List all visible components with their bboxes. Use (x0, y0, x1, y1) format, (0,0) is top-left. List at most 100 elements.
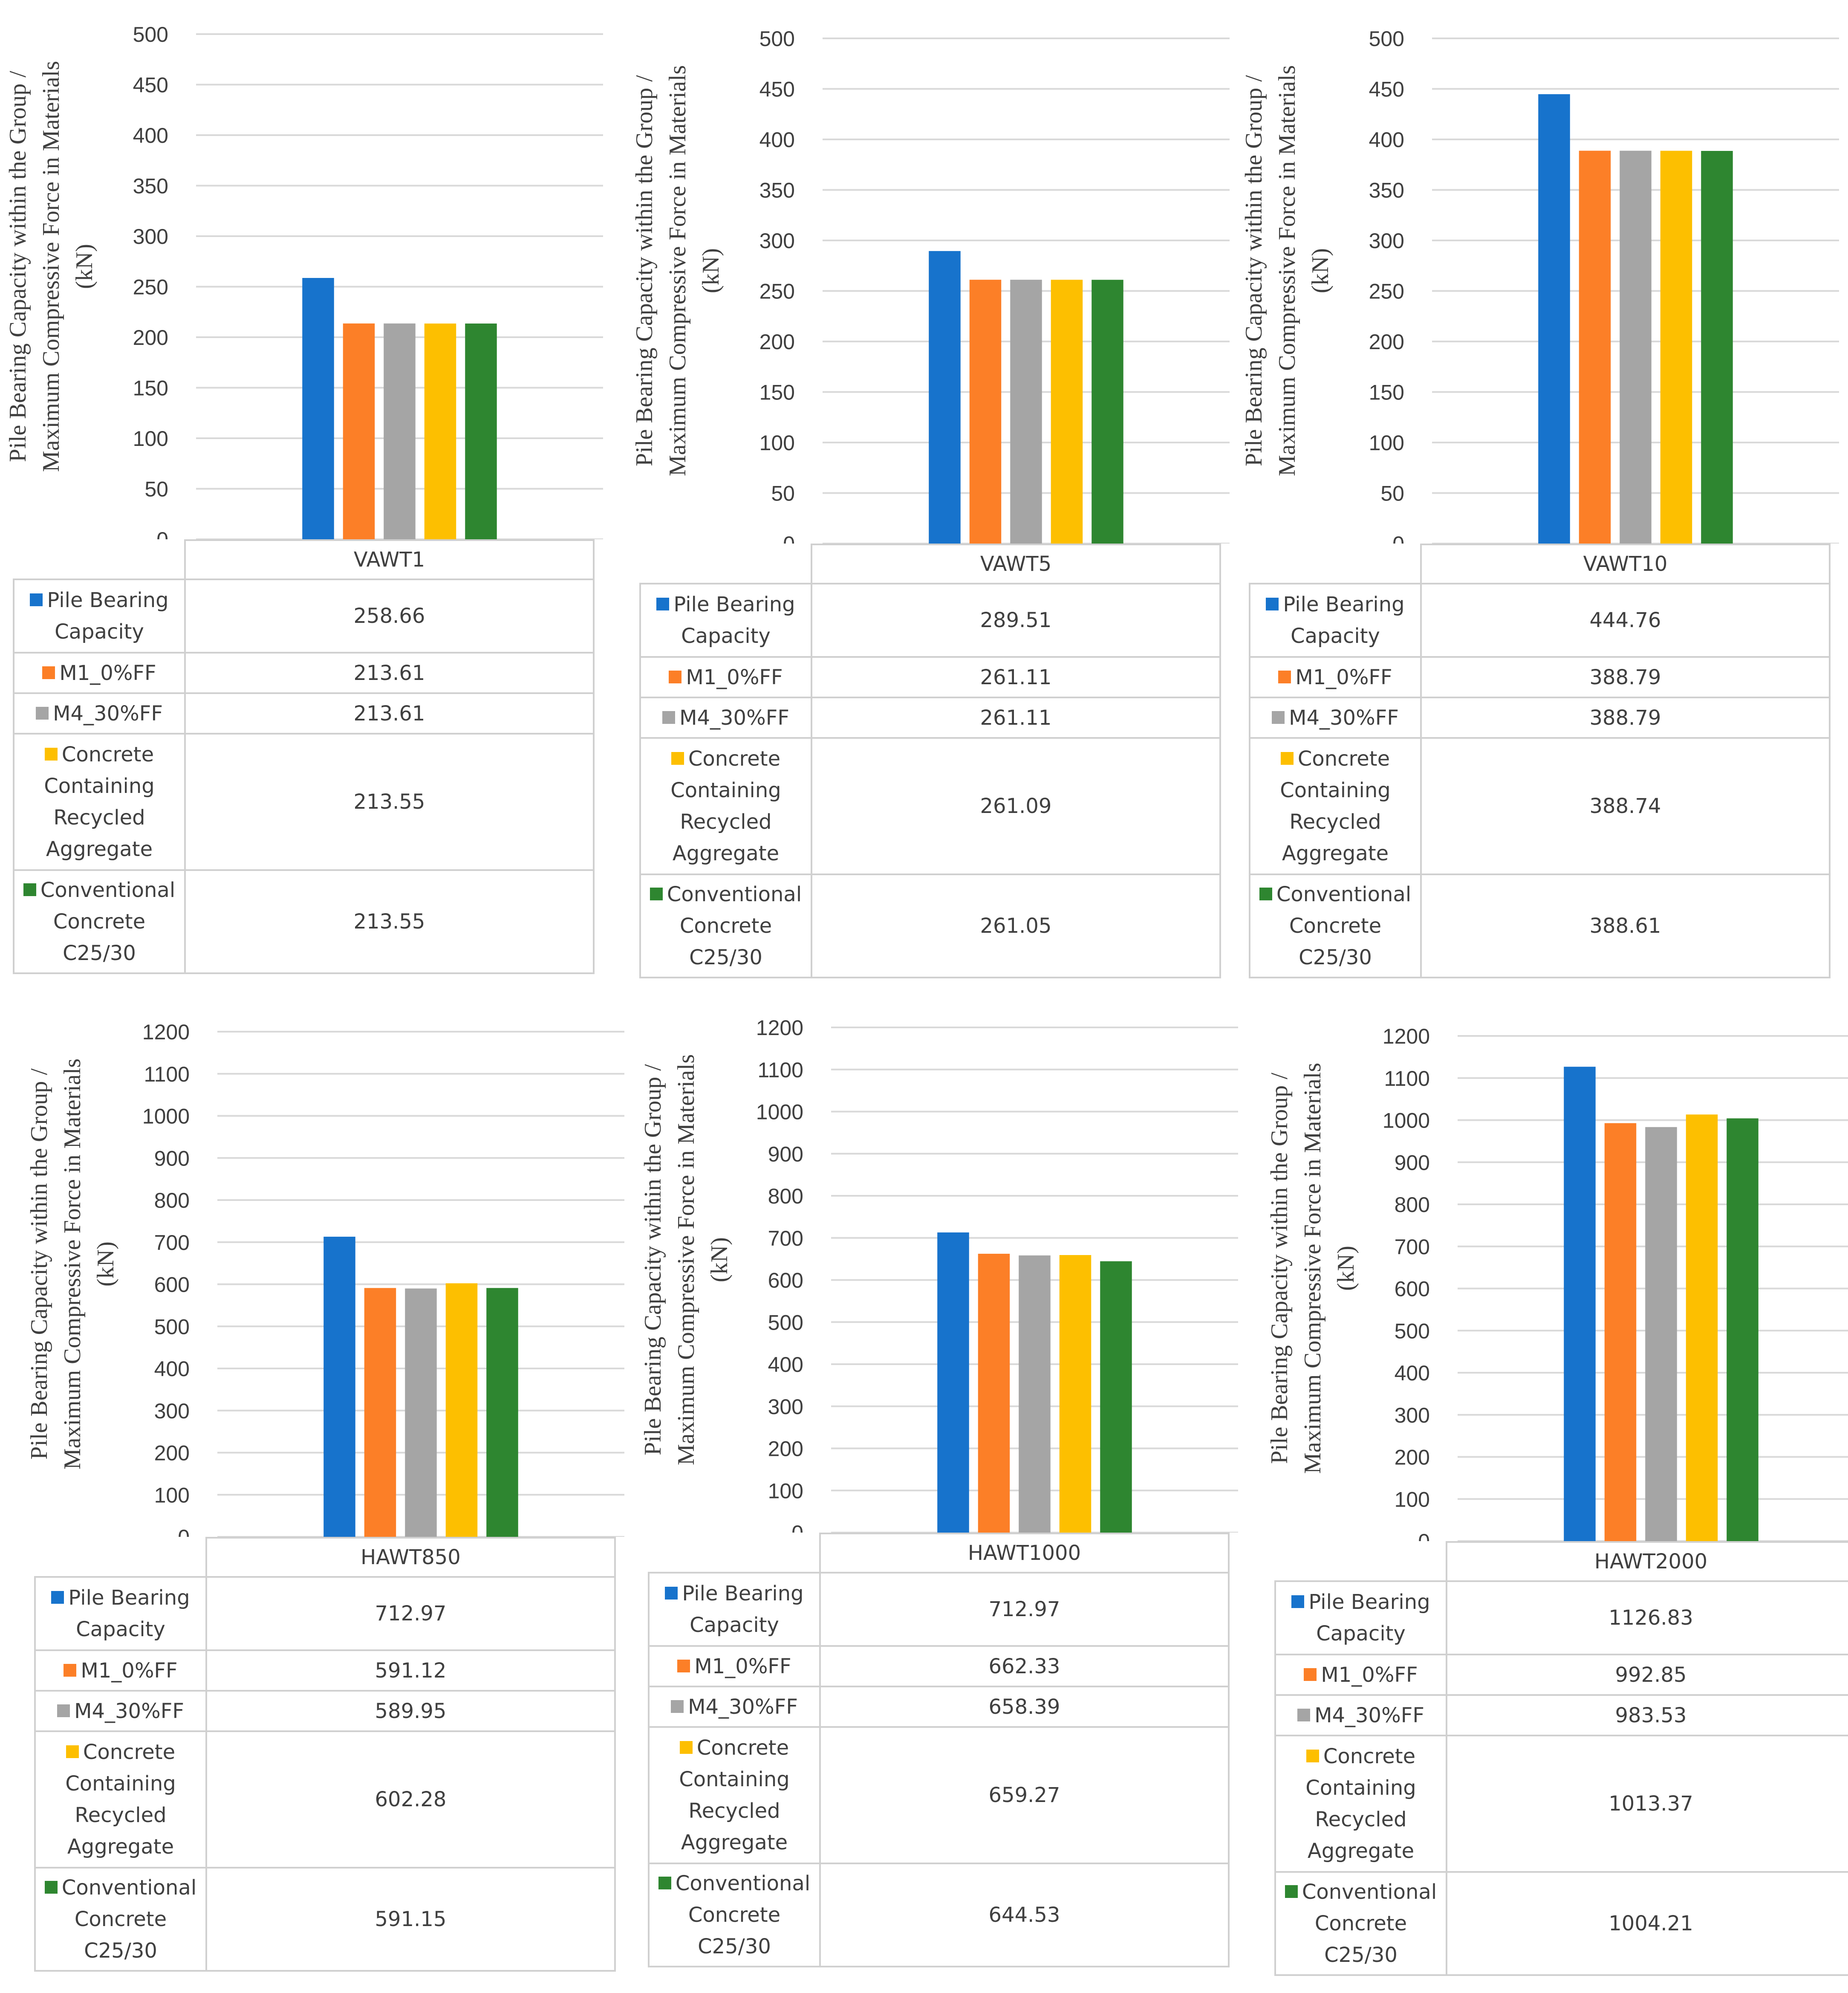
y-axis-label: Pile Bearing Capacity within the Group /… (21, 998, 124, 1530)
data-table: VAWT1 Pile Bearing Capacity 258.66 M1_0%FF 21… (13, 539, 595, 974)
legend-entry: M1_0%FF (639, 656, 812, 698)
table-row: Pile Bearing Capacity 258.66 (13, 579, 595, 654)
legend-entry: Conventional Concrete C25/30 (648, 1863, 821, 1967)
legend-entry: M4_30%FF (639, 697, 812, 739)
data-value: 983.53 (1446, 1694, 1848, 1736)
y-axis-label-line: (kN) (706, 1237, 733, 1282)
bar-m4-30-ff (1019, 1255, 1051, 1533)
legend-key (662, 711, 676, 724)
bar-chart: 0 50 100 150 200 250 300 350 400 450 500 (1369, 27, 1839, 544)
data-table: VAWT5 Pile Bearing Capacity 289.51 M1_0%FF 26… (639, 544, 1221, 978)
data-value: 644.53 (819, 1863, 1230, 1967)
y-axis-label-line: Pile Bearing Capacity within the Group / (631, 75, 658, 466)
table-row: Pile Bearing Capacity 712.97 (34, 1576, 616, 1651)
data-value: 1013.37 (1446, 1735, 1848, 1873)
table-row: Concrete Containing Recycled Aggregate 659.2… (648, 1726, 1230, 1864)
legend-entry: M1_0%FF (1274, 1654, 1447, 1696)
legend-entry: Pile Bearing Capacity (1274, 1580, 1447, 1655)
y-axis-label-line: Maximum Compressive Force in Materials (1299, 1062, 1326, 1474)
legend-label: C25/30 (1299, 946, 1372, 969)
table-row: Conventional Concrete C25/30 213.55 (13, 869, 595, 974)
legend-label: Pile Bearing (1283, 593, 1405, 616)
legend-label: C25/30 (698, 1935, 771, 1958)
bar-concrete-containing-recycled-aggregate (1051, 280, 1083, 544)
data-value: 662.33 (819, 1645, 1230, 1687)
y-tick-label: 1000 (142, 1105, 190, 1128)
y-tick-label: 800 (1395, 1193, 1430, 1217)
legend-label: Recycled (1289, 810, 1381, 834)
legend-label: M4_30%FF (688, 1695, 798, 1719)
legend-label: Pile Bearing (1308, 1590, 1430, 1614)
category-label: HAWT850 (205, 1537, 616, 1578)
legend-label: Recycled (75, 1803, 167, 1827)
data-value: 388.61 (1420, 874, 1831, 978)
table-row: M1_0%FF 388.79 (1249, 656, 1831, 698)
y-axis-label-line: Pile Bearing Capacity within the Group / (26, 1068, 52, 1460)
legend-label: Recycled (1315, 1808, 1407, 1831)
legend-label: Conventional (667, 882, 802, 906)
data-value: 591.12 (205, 1649, 616, 1692)
legend-label: Pile Bearing (68, 1586, 190, 1610)
y-axis-label-line: Pile Bearing Capacity within the Group / (1266, 1073, 1293, 1464)
legend-label: Concrete (688, 1903, 781, 1927)
y-tick-label: 500 (759, 27, 795, 51)
bar-chart: 0 100 200 300 400 500 600 700 800 900 1000 1100 1200 (756, 1016, 1238, 1533)
table-row: Conventional Concrete C25/30 644.53 (648, 1863, 1230, 1967)
chart-panel-vawt5: Pile Bearing Capacity within the Group /… (627, 4, 1240, 978)
legend-label: Capacity (76, 1617, 165, 1641)
table-row: M1_0%FF 662.33 (648, 1645, 1230, 1687)
y-axis-label-line: Maximum Compressive Force in Materials (1274, 65, 1300, 477)
legend-label: Capacity (681, 624, 771, 648)
bar-m1-0-ff (969, 280, 1002, 544)
legend-label: Conventional (1276, 882, 1412, 906)
legend-label: Aggregate (1282, 842, 1389, 865)
legend-entry: Conventional Concrete C25/30 (1249, 874, 1422, 978)
data-value: 261.11 (811, 656, 1221, 698)
legend-label: Pile Bearing (47, 588, 169, 612)
data-value: 213.55 (184, 733, 595, 871)
legend-key (656, 598, 670, 610)
legend-key (679, 1741, 693, 1754)
bar-chart: 0 100 200 300 400 500 600 700 800 900 1000 1100 1200 (1383, 1024, 1848, 1541)
y-tick-label: 350 (133, 174, 168, 198)
y-axis-label-line: Pile Bearing Capacity within the Group / (5, 71, 31, 462)
y-axis-label-line: Pile Bearing Capacity within the Group / (640, 1064, 666, 1455)
table-row: Concrete Containing Recycled Aggregate 388.7… (1249, 737, 1831, 875)
legend-label: Concrete (1323, 1744, 1416, 1768)
data-value: 261.11 (811, 697, 1221, 739)
legend-label: Recycled (680, 810, 772, 834)
legend-key (677, 1659, 690, 1672)
category-label: VAWT5 (811, 544, 1221, 584)
y-tick-label: 300 (759, 229, 795, 253)
legend-label: M1_0%FF (59, 661, 156, 685)
legend-label: M4_30%FF (1289, 706, 1399, 730)
category-label: VAWT10 (1420, 544, 1831, 584)
bar-m4-30-ff (405, 1288, 437, 1537)
table-row: Pile Bearing Capacity 712.97 (648, 1572, 1230, 1647)
legend-entry: M4_30%FF (1249, 697, 1422, 739)
y-axis-label: Pile Bearing Capacity within the Group /… (1262, 1002, 1364, 1535)
y-tick-label: 900 (768, 1142, 803, 1166)
table-row: Pile Bearing Capacity 1126.83 (1274, 1580, 1848, 1655)
y-axis-label-line: Maximum Compressive Force in Materials (664, 65, 691, 477)
legend-label: Conventional (675, 1872, 811, 1895)
y-tick-label: 0 (791, 1521, 803, 1533)
y-tick-label: 1200 (142, 1020, 190, 1044)
data-value: 213.61 (184, 692, 595, 735)
legend-label: Concrete (688, 747, 781, 771)
category-label: HAWT2000 (1446, 1541, 1848, 1582)
y-tick-label: 1000 (756, 1100, 803, 1124)
data-value: 591.15 (205, 1867, 616, 1972)
legend-key (36, 706, 49, 720)
legend-entry: M4_30%FF (1274, 1694, 1447, 1736)
y-tick-label: 350 (759, 179, 795, 202)
legend-label: M1_0%FF (694, 1654, 791, 1678)
y-tick-label: 900 (154, 1146, 190, 1170)
y-tick-label: 200 (768, 1437, 803, 1461)
y-tick-label: 300 (768, 1395, 803, 1419)
y-tick-label: 600 (1395, 1277, 1430, 1301)
bar-pile-bearing-capacity (1538, 94, 1570, 544)
y-axis-label-line: Maximum Compressive Force in Materials (38, 61, 64, 472)
legend-key (1285, 1885, 1298, 1898)
data-table: VAWT10 Pile Bearing Capacity 444.76 M1_0%FF 3… (1249, 544, 1831, 978)
